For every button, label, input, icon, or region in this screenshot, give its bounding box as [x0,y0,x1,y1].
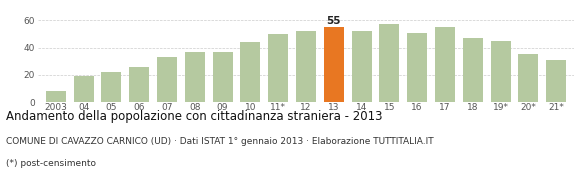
Bar [491,41,510,102]
Bar [240,42,260,102]
Bar [407,33,427,102]
Bar [324,27,344,102]
Text: COMUNE DI CAVAZZO CARNICO (UD) · Dati ISTAT 1° gennaio 2013 · Elaborazione TUTTI: COMUNE DI CAVAZZO CARNICO (UD) · Dati IS… [6,137,433,146]
Bar [296,31,316,102]
Bar [546,60,566,102]
Bar [463,38,483,102]
Bar [102,72,121,102]
Text: 55: 55 [327,16,341,26]
Bar [185,52,205,102]
Bar [351,31,372,102]
Bar [519,54,538,102]
Text: (*) post-censimento: (*) post-censimento [6,159,96,168]
Text: Andamento della popolazione con cittadinanza straniera - 2013: Andamento della popolazione con cittadin… [6,110,382,123]
Bar [268,34,288,102]
Bar [129,67,149,102]
Bar [435,27,455,102]
Bar [379,24,400,102]
Bar [46,91,66,102]
Bar [157,57,177,102]
Bar [212,52,233,102]
Bar [74,76,93,102]
